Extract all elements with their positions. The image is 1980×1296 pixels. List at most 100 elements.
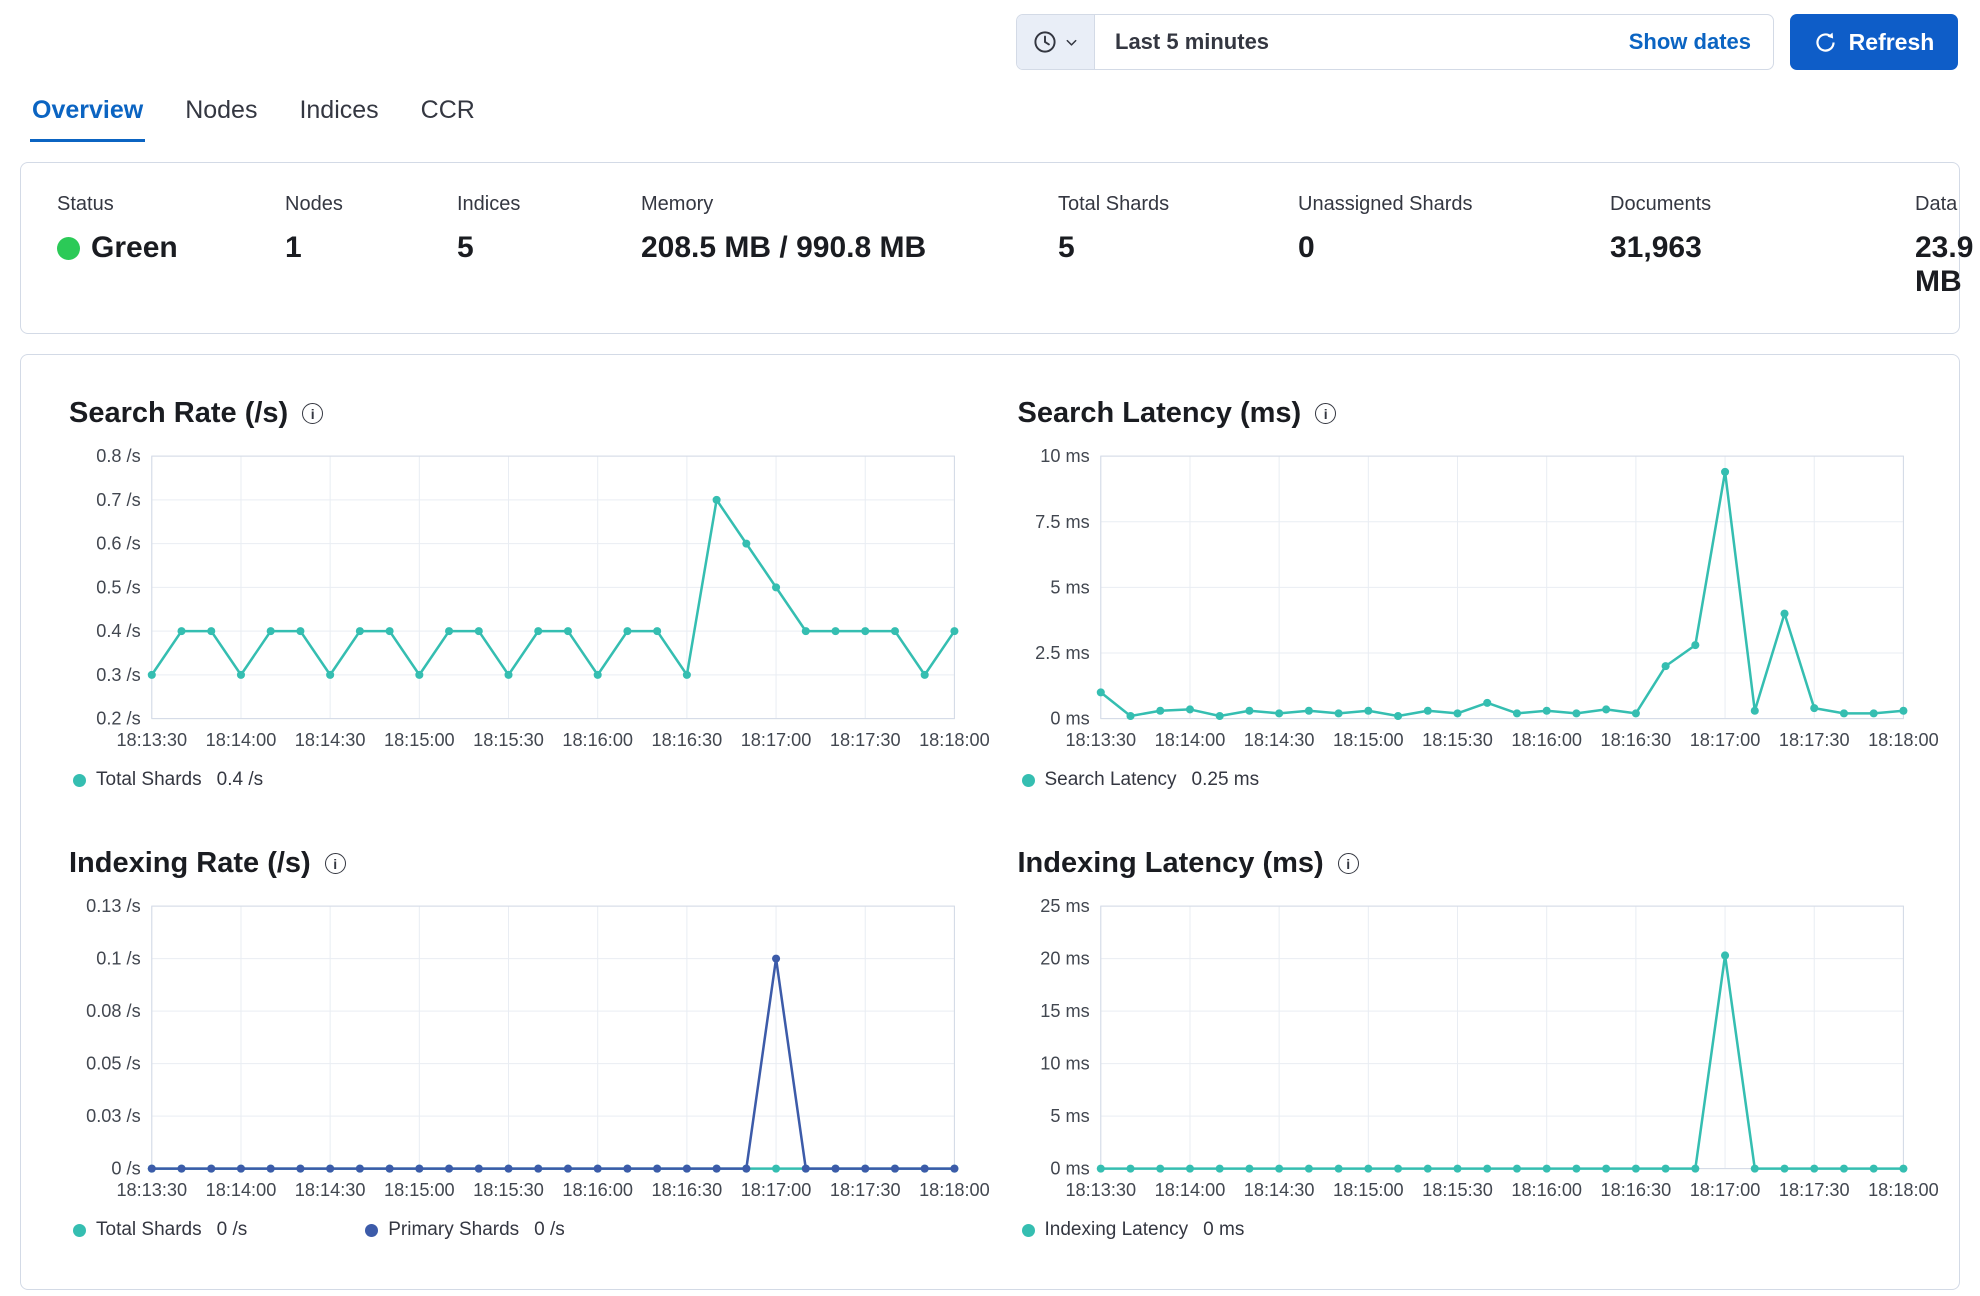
y-tick-label: 0 ms — [1050, 1159, 1089, 1179]
refresh-button-label: Refresh — [1848, 28, 1935, 55]
chart-legend: Indexing Latency 0 ms — [1018, 1219, 1912, 1241]
y-tick-label: 0.1 /s — [96, 949, 140, 969]
refresh-icon — [1814, 31, 1837, 54]
data-point — [236, 670, 246, 679]
tab-bar: Overview Nodes Indices CCR — [0, 70, 1980, 142]
x-tick-label: 18:14:00 — [206, 730, 277, 750]
y-tick-label: 5 ms — [1050, 1106, 1089, 1126]
data-point — [415, 670, 424, 679]
x-tick-label: 18:15:30 — [473, 730, 544, 750]
data-point — [1750, 1164, 1759, 1173]
data-point — [504, 670, 513, 679]
data-point — [474, 1164, 483, 1173]
legend-series-value: 0.4 /s — [216, 769, 264, 791]
legend-item[interactable]: Total Shards 0 /s — [73, 1219, 247, 1241]
metric-status: Status Green — [57, 193, 285, 299]
x-tick-label: 18:13:30 — [116, 1180, 187, 1200]
time-range-label[interactable]: Last 5 minutes — [1115, 29, 1270, 54]
data-point — [920, 1164, 929, 1173]
data-point — [1452, 709, 1462, 718]
data-point — [326, 670, 335, 679]
metric-value: 5 — [1058, 231, 1075, 264]
x-tick-label: 18:18:00 — [919, 730, 990, 750]
info-icon[interactable] — [1337, 853, 1359, 875]
legend-dot — [365, 1223, 379, 1237]
x-tick-label: 18:17:00 — [741, 730, 812, 750]
tab-overview[interactable]: Overview — [30, 90, 146, 142]
x-tick-label: 18:15:30 — [1422, 1180, 1493, 1200]
data-point — [920, 670, 929, 679]
x-tick-label: 18:13:30 — [1065, 1180, 1136, 1200]
tab-ccr[interactable]: CCR — [419, 90, 477, 142]
x-tick-label: 18:15:30 — [473, 1180, 544, 1200]
y-tick-label: 10 ms — [1040, 446, 1089, 466]
data-point — [1839, 709, 1848, 718]
tab-nodes[interactable]: Nodes — [183, 90, 259, 142]
data-point — [801, 627, 810, 636]
data-point — [474, 627, 483, 636]
x-tick-label: 18:14:00 — [1154, 730, 1225, 750]
data-point — [1512, 709, 1521, 718]
refresh-button[interactable]: Refresh — [1790, 14, 1958, 70]
data-point — [623, 1164, 632, 1173]
data-point — [861, 627, 870, 636]
chart-title: Search Rate (/s) — [69, 397, 289, 429]
metric-total-shards: Total Shards 5 — [1058, 193, 1298, 299]
data-point — [534, 627, 543, 636]
legend-item[interactable]: Indexing Latency 0 ms — [1021, 1219, 1245, 1241]
metric-label: Documents — [1610, 193, 1712, 215]
metric-value: 208.5 MB / 990.8 MB — [641, 231, 927, 264]
y-tick-label: 2.5 ms — [1035, 643, 1090, 663]
show-dates-link[interactable]: Show dates — [1628, 29, 1751, 54]
data-point — [1690, 641, 1699, 650]
y-tick-label: 0.8 /s — [96, 446, 140, 466]
data-point — [563, 1164, 573, 1173]
data-point — [890, 1164, 900, 1173]
data-point — [1839, 1164, 1848, 1173]
metric-label: Total Shards — [1058, 193, 1170, 215]
data-point — [207, 627, 216, 636]
y-tick-label: 5 ms — [1050, 577, 1089, 597]
x-tick-label: 18:15:00 — [1332, 1180, 1403, 1200]
metric-label: Indices — [457, 193, 521, 215]
data-point — [1125, 711, 1135, 721]
legend-item[interactable]: Search Latency 0.25 ms — [1021, 769, 1259, 791]
info-icon[interactable] — [302, 403, 324, 424]
x-tick-label: 18:16:30 — [652, 1180, 723, 1200]
data-point — [712, 1164, 721, 1173]
metric-value: 23.9 MB — [1915, 231, 1974, 298]
chart-title: Search Latency (ms) — [1017, 397, 1302, 429]
series-line — [150, 957, 956, 1170]
x-tick-label: 18:16:30 — [1600, 1180, 1671, 1200]
y-tick-label: 0 ms — [1050, 709, 1089, 729]
data-point — [593, 1164, 602, 1173]
data-point — [742, 1164, 751, 1173]
x-tick-label: 18:13:30 — [1065, 730, 1136, 750]
data-point — [1809, 1164, 1818, 1173]
chart-legend: Total Shards 0.4 /s — [69, 769, 963, 791]
line-chart: 18:13:30 18:14:00 18:14:30 18:15:00 18:15:30… — [86, 896, 990, 1200]
line-chart: 18:13:30 18:14:00 18:14:30 18:15:00 18:15:30… — [1035, 446, 1939, 750]
metric-memory: Memory 208.5 MB / 990.8 MB — [641, 193, 1058, 299]
series-line — [150, 498, 956, 677]
data-point — [623, 627, 632, 636]
data-point — [1155, 1164, 1164, 1173]
y-tick-label: 0 /s — [111, 1159, 140, 1179]
legend-item[interactable]: Primary Shards 0 /s — [365, 1219, 565, 1241]
data-point — [1750, 706, 1759, 715]
chart-search-rate: Search Rate (/s) 18:13:30 18:14:00 18:14:3… — [69, 397, 990, 791]
data-point — [742, 539, 751, 548]
metric-value: 31,963 — [1610, 231, 1702, 264]
time-picker: Last 5 minutes Show dates — [1016, 14, 1774, 70]
x-tick-label: 18:17:00 — [741, 1180, 812, 1200]
info-icon[interactable] — [324, 853, 346, 875]
data-point — [1482, 698, 1491, 707]
info-icon[interactable] — [1315, 403, 1337, 424]
tab-indices[interactable]: Indices — [297, 90, 380, 142]
legend-series-value: 0 ms — [1203, 1219, 1245, 1241]
legend-item[interactable]: Total Shards 0.4 /s — [73, 769, 263, 791]
x-tick-label: 18:14:30 — [1243, 730, 1314, 750]
data-point — [1542, 1164, 1551, 1173]
data-point — [1542, 706, 1551, 715]
time-quick-select-button[interactable] — [1017, 15, 1095, 69]
